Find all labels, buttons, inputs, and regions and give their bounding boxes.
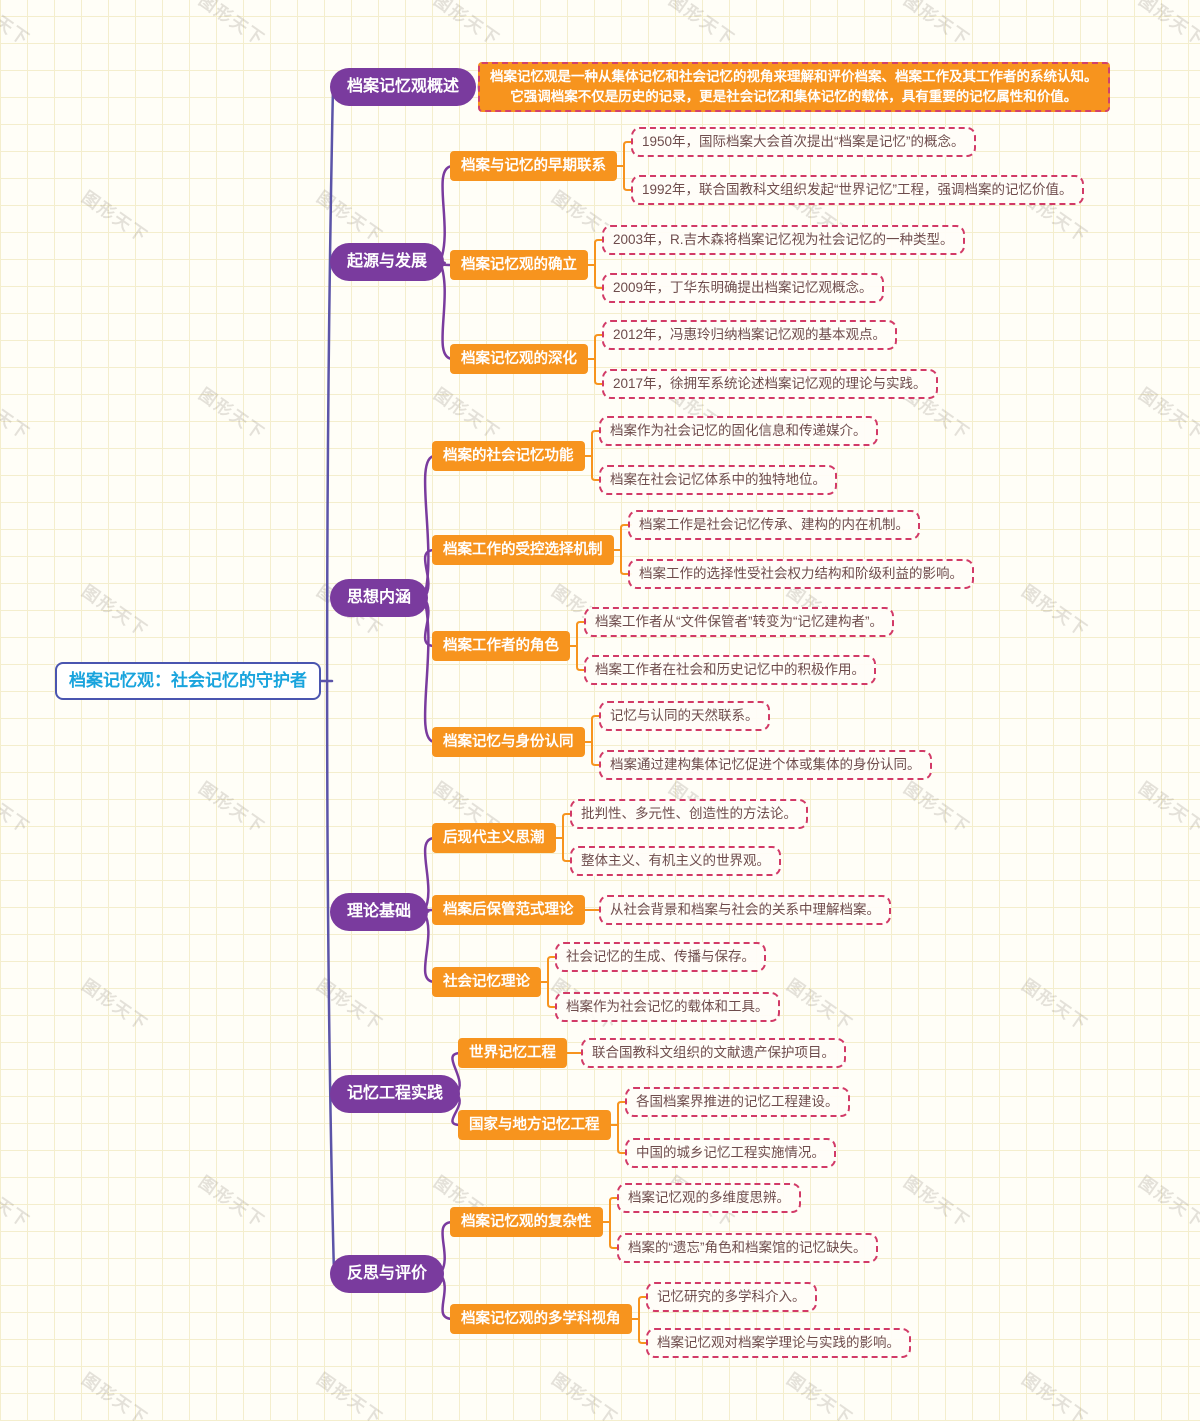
summary-line-2: 它强调档案不仅是历史的记录，更是社会记忆和集体记忆的载体，具有重要的记忆属性和价…: [510, 89, 1078, 104]
topic-4-1[interactable]: 国家与地方记忆工程: [458, 1110, 611, 1140]
leaf-4-1-0[interactable]: 各国档案界推进的记忆工程建设。: [625, 1087, 850, 1117]
topic-1-1[interactable]: 档案记忆观的确立: [450, 250, 588, 280]
topic-2-1[interactable]: 档案工作的受控选择机制: [432, 535, 614, 565]
leaf-1-1-0[interactable]: 2003年，R.吉木森将档案记忆视为社会记忆的一种类型。: [602, 225, 965, 255]
branch-0[interactable]: 档案记忆观概述: [330, 68, 477, 106]
leaf-4-1-1[interactable]: 中国的城乡记忆工程实施情况。: [625, 1138, 836, 1168]
root-topic[interactable]: 档案记忆观：社会记忆的守护者: [55, 662, 321, 700]
branch-5[interactable]: 反思与评价: [330, 1255, 445, 1293]
leaf-1-2-1[interactable]: 2017年，徐拥军系统论述档案记忆观的理论与实践。: [602, 369, 938, 399]
leaf-5-1-0[interactable]: 记忆研究的多学科介入。: [646, 1282, 817, 1312]
leaf-2-0-0[interactable]: 档案作为社会记忆的固化信息和传递媒介。: [599, 416, 878, 446]
overview-summary-card[interactable]: 档案记忆观是一种从集体记忆和社会记忆的视角来理解和评价档案、档案工作及其工作者的…: [478, 62, 1110, 112]
leaf-3-2-1[interactable]: 档案作为社会记忆的载体和工具。: [555, 992, 780, 1022]
leaf-3-0-0[interactable]: 批判性、多元性、创造性的方法论。: [570, 799, 808, 829]
topic-5-1[interactable]: 档案记忆观的多学科视角: [450, 1304, 632, 1334]
leaf-3-1-0[interactable]: 从社会背景和档案与社会的关系中理解档案。: [599, 895, 891, 925]
leaf-2-2-0[interactable]: 档案工作者从“文件保管者”转变为“记忆建构者”。: [584, 607, 894, 637]
leaf-1-0-1[interactable]: 1992年，联合国教科文组织发起“世界记忆”工程，强调档案的记忆价值。: [631, 175, 1084, 205]
leaf-2-1-0[interactable]: 档案工作是社会记忆传承、建构的内在机制。: [628, 510, 920, 540]
leaf-1-2-0[interactable]: 2012年，冯惠玲归纳档案记忆观的基本观点。: [602, 320, 898, 350]
leaf-1-0-0[interactable]: 1950年，国际档案大会首次提出“档案是记忆”的概念。: [631, 127, 976, 157]
topic-1-0[interactable]: 档案与记忆的早期联系: [450, 151, 617, 181]
branch-4[interactable]: 记忆工程实践: [330, 1075, 461, 1113]
leaf-2-0-1[interactable]: 档案在社会记忆体系中的独特地位。: [599, 465, 837, 495]
topic-3-0[interactable]: 后现代主义思潮: [432, 823, 556, 853]
leaf-2-1-1[interactable]: 档案工作的选择性受社会权力结构和阶级利益的影响。: [628, 559, 974, 589]
topic-1-2[interactable]: 档案记忆观的深化: [450, 344, 588, 374]
leaf-1-1-1[interactable]: 2009年，丁华东明确提出档案记忆观概念。: [602, 273, 884, 303]
leaf-5-1-1[interactable]: 档案记忆观对档案学理论与实践的影响。: [646, 1328, 911, 1358]
branch-2[interactable]: 思想内涵: [330, 579, 429, 617]
leaf-3-2-0[interactable]: 社会记忆的生成、传播与保存。: [555, 942, 766, 972]
leaf-5-0-1[interactable]: 档案的“遗忘”角色和档案馆的记忆缺失。: [617, 1233, 878, 1263]
branch-3[interactable]: 理论基础: [330, 893, 429, 931]
topic-2-0[interactable]: 档案的社会记忆功能: [432, 441, 585, 471]
topic-4-0[interactable]: 世界记忆工程: [458, 1038, 567, 1068]
leaf-4-0-0[interactable]: 联合国教科文组织的文献遗产保护项目。: [581, 1038, 846, 1068]
topic-2-3[interactable]: 档案记忆与身份认同: [432, 727, 585, 757]
branch-1[interactable]: 起源与发展: [330, 243, 445, 281]
leaf-2-3-0[interactable]: 记忆与认同的天然联系。: [599, 701, 770, 731]
leaf-3-0-1[interactable]: 整体主义、有机主义的世界观。: [570, 846, 781, 876]
topic-2-2[interactable]: 档案工作者的角色: [432, 631, 570, 661]
topic-3-1[interactable]: 档案后保管范式理论: [432, 895, 585, 925]
topic-5-0[interactable]: 档案记忆观的复杂性: [450, 1207, 603, 1237]
summary-line-1: 档案记忆观是一种从集体记忆和社会记忆的视角来理解和评价档案、档案工作及其工作者的…: [490, 69, 1098, 84]
leaf-2-3-1[interactable]: 档案通过建构集体记忆促进个体或集体的身份认同。: [599, 750, 932, 780]
leaf-5-0-0[interactable]: 档案记忆观的多维度思辨。: [617, 1183, 801, 1213]
leaf-2-2-1[interactable]: 档案工作者在社会和历史记忆中的积极作用。: [584, 655, 876, 685]
topic-3-2[interactable]: 社会记忆理论: [432, 967, 541, 997]
